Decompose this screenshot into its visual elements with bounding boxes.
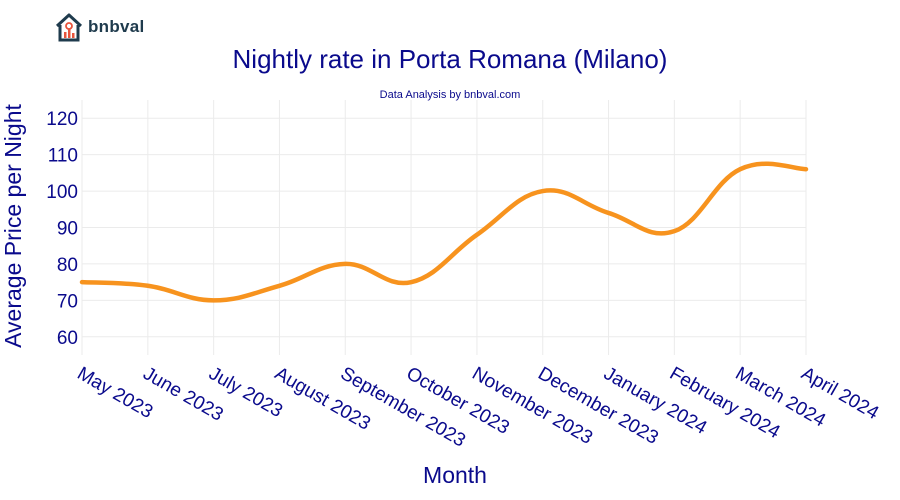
x-tick-label: February 2024 xyxy=(666,363,784,443)
y-tick-label: 120 xyxy=(46,109,78,130)
brand-logo: bnbval xyxy=(54,12,145,42)
x-gridlines xyxy=(81,100,807,355)
y-tick-labels: 60 70 80 90 100 110 120 xyxy=(46,109,78,349)
y-tick-label: 90 xyxy=(57,219,78,240)
y-tick-label: 110 xyxy=(48,146,78,167)
x-axis-title: Month xyxy=(423,462,487,488)
series-group xyxy=(79,161,809,303)
series-line xyxy=(79,161,809,303)
y-tick-label: 80 xyxy=(57,255,78,276)
y-gridlines xyxy=(82,117,806,338)
chart-title: Nightly rate in Porta Romana (Milano) xyxy=(232,44,668,74)
y-tick-label: 100 xyxy=(46,182,78,203)
y-tick-label: 70 xyxy=(57,291,78,312)
y-tick-label: 60 xyxy=(57,328,78,349)
house-icon xyxy=(55,13,83,42)
y-axis-title: Average Price per Night xyxy=(0,104,26,348)
brand-name: bnbval xyxy=(88,17,145,36)
chart-subtitle: Data Analysis by bnbval.com xyxy=(379,89,521,101)
